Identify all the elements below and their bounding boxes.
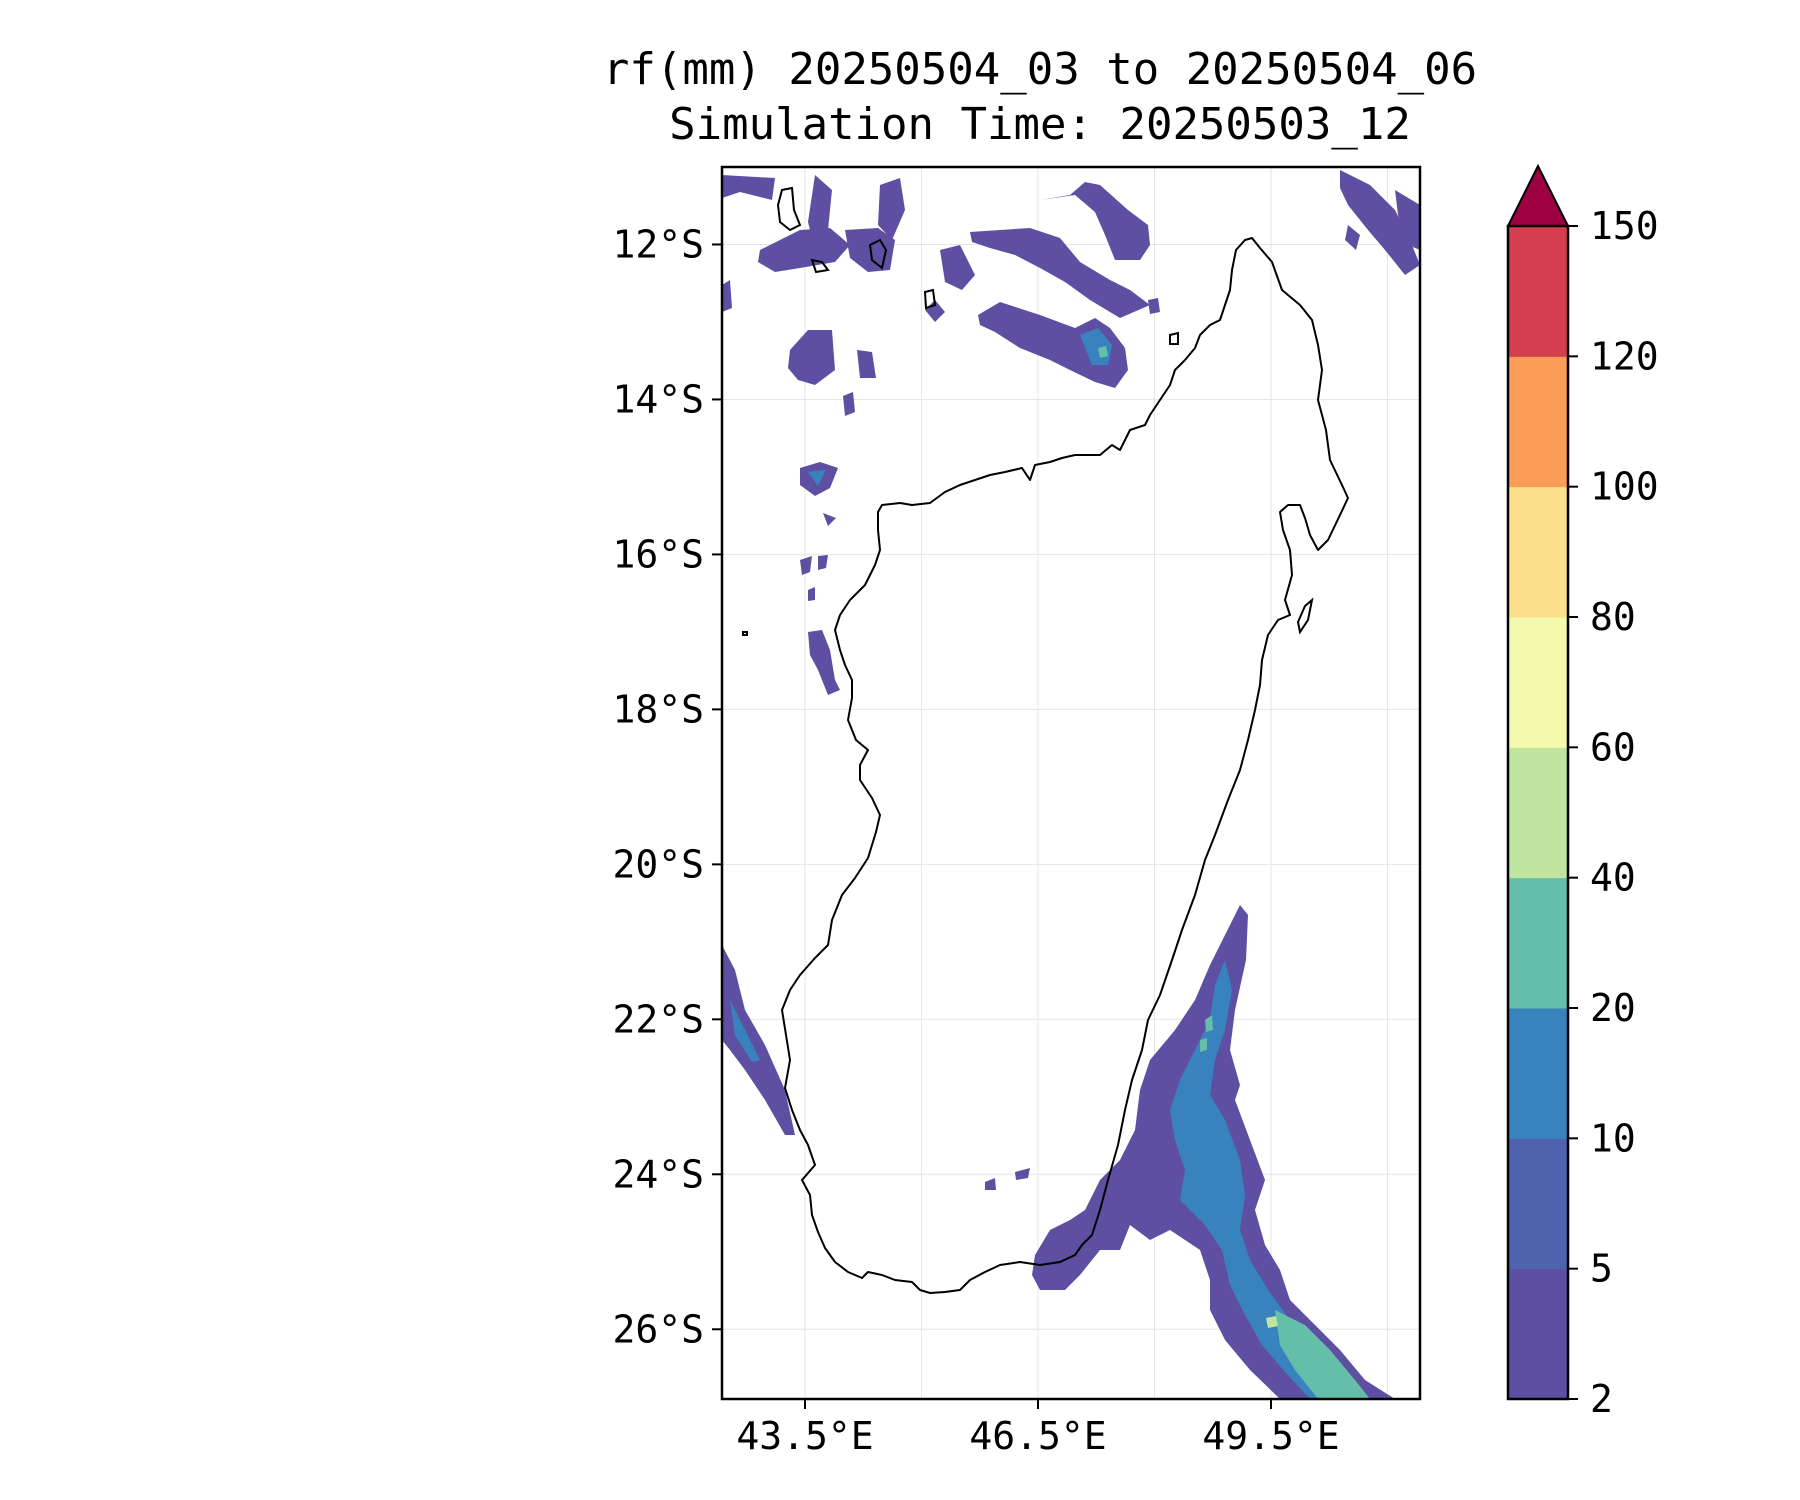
colorbar-tick-label: 2	[1590, 1377, 1613, 1421]
colorbar-tick-label: 20	[1590, 986, 1636, 1030]
rain-cell	[1098, 346, 1108, 358]
rain-cell	[1275, 1310, 1370, 1399]
rain-cell	[818, 555, 828, 570]
lat-tick-label: 20°S	[612, 842, 704, 886]
colorbar-segment	[1508, 877, 1568, 1009]
rain-cell	[1266, 1316, 1278, 1328]
rain-cell	[722, 175, 775, 200]
colorbar-tick-label: 150	[1590, 204, 1659, 248]
coastline	[742, 631, 748, 636]
latitude-tick-labels: 12°S 14°S 16°S 18°S 20°S 22°S 24°S 26°S	[612, 222, 722, 1351]
rain-cell	[722, 280, 732, 312]
coastline	[1169, 331, 1179, 345]
colorbar-tick-label: 80	[1590, 595, 1636, 639]
colorbar-segment	[1508, 226, 1568, 357]
rain-cell	[857, 350, 876, 378]
rain-cell	[808, 587, 815, 601]
colorbar-tick-label: 120	[1590, 334, 1659, 378]
colorbar-tick-label: 10	[1590, 1116, 1636, 1160]
map-plot-area	[722, 167, 1420, 1399]
rain-cell	[1340, 170, 1420, 275]
rain-cell	[808, 175, 832, 250]
lat-tick-label: 22°S	[612, 997, 704, 1041]
rain-cell	[1040, 182, 1150, 260]
coastline	[776, 186, 802, 232]
colorbar-segment	[1508, 1138, 1568, 1270]
map-frame	[720, 165, 1422, 1401]
lat-tick-label: 24°S	[612, 1152, 704, 1196]
colorbar-segment	[1508, 1008, 1568, 1139]
lon-tick-label: 49.5°E	[1202, 1414, 1339, 1458]
rain-cell	[978, 302, 1128, 388]
lat-tick-label: 12°S	[612, 222, 704, 266]
rain-cell	[1345, 225, 1360, 250]
colorbar-segment	[1508, 486, 1568, 618]
rain-cell	[1170, 960, 1370, 1399]
map-gridlines	[722, 167, 1420, 1399]
rainfall-fields	[722, 170, 1420, 1399]
colorbar-tick-label: 5	[1590, 1247, 1613, 1291]
lat-tick-label: 14°S	[612, 377, 704, 421]
colorbar-tick-label: 100	[1590, 465, 1659, 509]
colorbar-frame	[1506, 224, 1570, 1401]
rain-cell	[878, 178, 905, 240]
rain-cell	[940, 245, 975, 290]
rain-cell	[1395, 190, 1420, 250]
lon-tick-label: 43.5°E	[736, 1414, 873, 1458]
rain-cell	[925, 300, 945, 322]
rain-cell	[970, 228, 1150, 318]
lat-tick-label: 16°S	[612, 532, 704, 576]
rain-cell	[758, 228, 850, 272]
lat-tick-label: 18°S	[612, 687, 704, 731]
colorbar-segment	[1508, 1268, 1568, 1400]
lat-tick-label: 26°S	[612, 1307, 704, 1351]
coastline	[868, 238, 888, 270]
coastline	[810, 258, 830, 274]
rain-cell	[1200, 1038, 1207, 1052]
rain-cell	[1015, 1168, 1030, 1180]
colorbar-tick-label: 60	[1590, 725, 1636, 769]
longitude-tick-labels: 43.5°E 46.5°E 49.5°E	[736, 1399, 1340, 1458]
colorbar-extend-arrow	[1506, 163, 1570, 227]
rain-cell	[1148, 298, 1160, 314]
map-title-line2: Simulation Time: 20250503_12	[669, 99, 1411, 150]
rain-cell	[985, 1178, 996, 1190]
rain-cell	[800, 556, 812, 575]
colorbar-tick-label: 40	[1590, 856, 1636, 900]
rain-cell	[823, 513, 836, 526]
rain-cell	[843, 392, 855, 416]
rain-cell	[722, 945, 795, 1135]
colorbar-segment	[1508, 356, 1568, 488]
coastline	[923, 288, 937, 310]
map-title-line1: rf(mm) 20250504_03 to 20250504_06	[602, 44, 1478, 95]
rain-cell	[788, 330, 835, 385]
colorbar: 2 5 10 20 40 60 80 100 120 150	[1506, 163, 1659, 1421]
rain-cell	[808, 630, 840, 695]
lon-tick-label: 46.5°E	[969, 1414, 1106, 1458]
colorbar-segment	[1508, 617, 1568, 748]
colorbar-segment	[1508, 747, 1568, 879]
rain-cell	[730, 1000, 760, 1062]
coastline	[1296, 597, 1314, 635]
rain-cell	[1205, 1015, 1213, 1032]
rain-cell	[808, 470, 826, 486]
coastline	[781, 237, 1349, 1294]
